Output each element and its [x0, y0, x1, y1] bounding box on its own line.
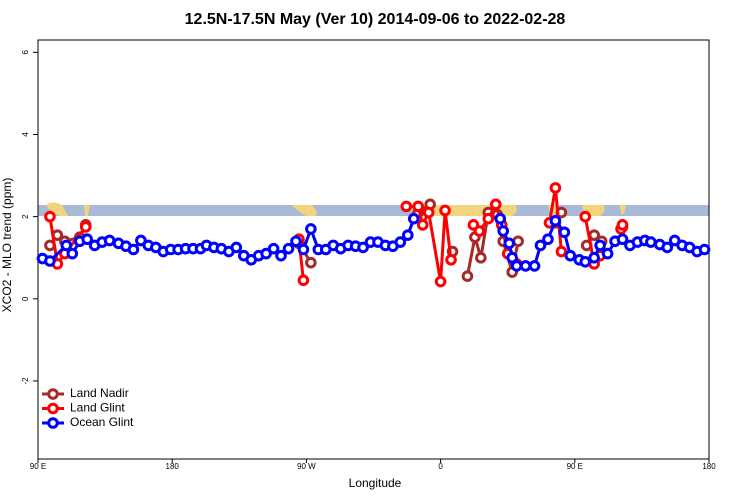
- point: [494, 212, 507, 225]
- legend-label: Ocean Glint: [70, 415, 134, 429]
- land: [292, 205, 317, 216]
- point: [549, 182, 562, 194]
- point: [416, 219, 429, 231]
- point: [79, 221, 92, 233]
- y-tick-label: 2: [21, 214, 30, 219]
- point: [475, 251, 487, 264]
- point: [394, 236, 407, 248]
- point: [512, 235, 524, 248]
- point: [519, 260, 532, 272]
- point: [260, 247, 272, 260]
- point: [579, 256, 592, 268]
- point: [127, 243, 140, 256]
- point: [497, 225, 510, 237]
- point: [668, 234, 681, 247]
- point: [588, 251, 600, 264]
- point: [103, 234, 116, 247]
- point: [616, 233, 629, 246]
- x-tick-label: 90 E: [567, 462, 583, 471]
- y-axis-label: XCO2 - MLO trend (ppm): [0, 178, 14, 313]
- point: [267, 242, 280, 255]
- point: [44, 255, 56, 267]
- land: [620, 205, 626, 214]
- point: [594, 239, 606, 252]
- point: [135, 234, 147, 247]
- point: [44, 210, 56, 223]
- point: [534, 239, 547, 252]
- point: [564, 249, 577, 262]
- point: [290, 235, 302, 248]
- map-strip: [38, 202, 709, 216]
- point: [645, 236, 657, 248]
- x-axis-label: Longitude: [349, 476, 402, 490]
- y-tick-label: 4: [21, 132, 30, 137]
- legend-marker: [47, 417, 59, 429]
- y-tick-label: 0: [21, 296, 30, 301]
- point: [542, 233, 554, 246]
- x-tick-label: 90 E: [30, 462, 46, 471]
- point: [282, 242, 295, 255]
- point: [528, 260, 541, 272]
- point: [482, 212, 495, 225]
- point: [601, 247, 614, 260]
- point: [579, 210, 592, 223]
- point: [510, 260, 523, 272]
- point: [506, 251, 518, 264]
- point: [489, 198, 502, 211]
- point: [230, 241, 243, 254]
- point: [305, 256, 317, 269]
- land: [84, 205, 90, 216]
- point: [297, 243, 310, 256]
- point: [558, 226, 571, 239]
- x-tick-label: 180: [166, 462, 180, 471]
- point: [400, 200, 413, 213]
- point: [473, 225, 486, 237]
- point: [60, 239, 73, 252]
- point: [81, 233, 94, 246]
- point: [305, 223, 317, 235]
- point: [503, 237, 515, 250]
- point: [698, 243, 711, 256]
- x-tick-label: 90 W: [297, 462, 316, 471]
- point: [422, 206, 435, 219]
- point: [275, 249, 287, 262]
- land: [46, 202, 68, 216]
- y-tick-label: 6: [21, 50, 30, 55]
- legend-label: Land Glint: [70, 401, 125, 415]
- x-tick-label: 180: [702, 462, 716, 471]
- legend-marker: [47, 402, 59, 415]
- point: [412, 200, 425, 213]
- point: [357, 241, 369, 254]
- x-tick-label: 0: [438, 462, 443, 471]
- point: [555, 245, 568, 258]
- point: [616, 219, 629, 231]
- point: [661, 241, 674, 254]
- legend-label: Land Nadir: [70, 386, 129, 400]
- point: [66, 247, 79, 260]
- point: [401, 229, 414, 241]
- point: [439, 204, 451, 217]
- point: [461, 270, 474, 283]
- chart-title: 12.5N-17.5N May (Ver 10) 2014-09-06 to 2…: [185, 11, 566, 28]
- legend-marker: [47, 388, 59, 400]
- point: [434, 275, 447, 288]
- point: [549, 214, 562, 227]
- point: [297, 274, 310, 287]
- y-tick-label: -2: [21, 377, 30, 385]
- ocean-strip: [38, 205, 709, 216]
- point: [407, 212, 420, 225]
- point: [445, 253, 457, 266]
